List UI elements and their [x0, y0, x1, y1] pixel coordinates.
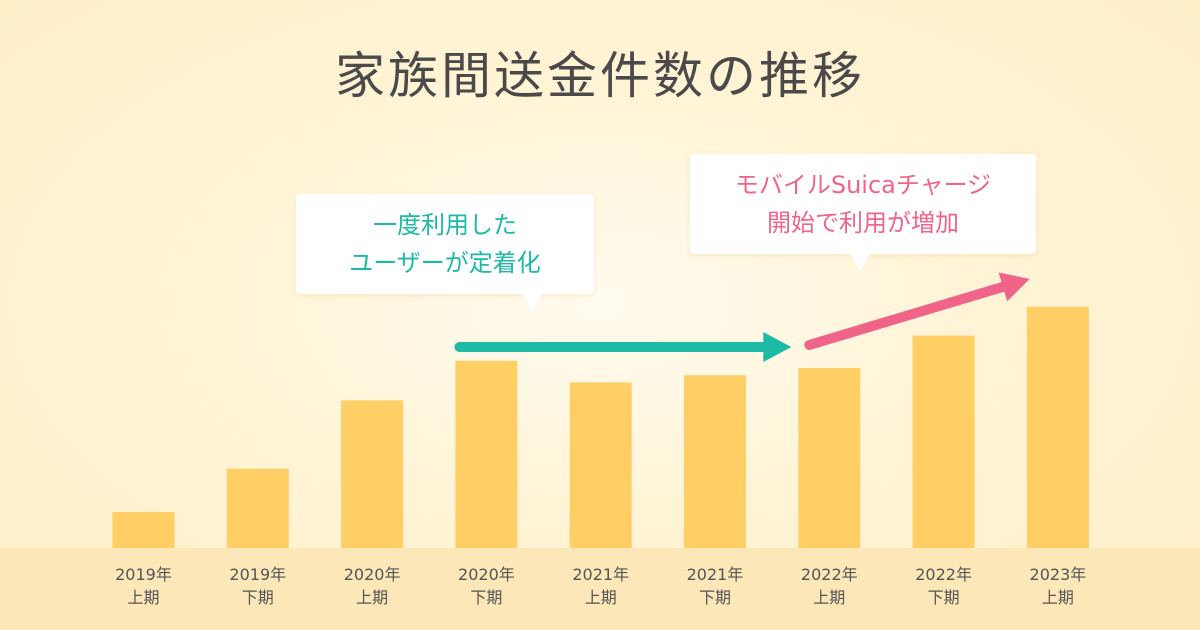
x-tick-label-4-0: 2021年 [572, 565, 629, 584]
x-tick-label-7-0: 2022年 [915, 565, 972, 584]
growth-arrow-shaft [804, 281, 1010, 350]
retention-arrow-head [763, 332, 792, 362]
bar-7 [912, 335, 975, 548]
x-tick-label-1-0: 2019年 [229, 565, 286, 584]
bar-5 [684, 375, 746, 548]
bar-0 [112, 512, 175, 548]
annotation-retention-line-2: ユーザーが定着化 [349, 249, 541, 277]
annotation-suica-line-2: 開始で利用が増加 [767, 209, 959, 237]
annotation-suica-charge: モバイルSuicaチャージ 開始で利用が増加 [690, 154, 1036, 272]
x-tick-label-2-1: 上期 [356, 588, 388, 607]
growth-arrow-head [998, 272, 1030, 302]
x-tick-label-0-0: 2019年 [115, 565, 172, 584]
x-tick-label-2-0: 2020年 [344, 565, 401, 584]
annotation-suica-line-1: モバイルSuicaチャージ [734, 171, 992, 199]
x-tick-label-0-1: 上期 [127, 588, 159, 607]
x-tick-label-3-0: 2020年 [458, 565, 515, 584]
chart-floor-band [0, 548, 1200, 630]
bar-6 [798, 368, 861, 548]
x-tick-label-8-0: 2023年 [1030, 565, 1087, 584]
x-tick-label-6-1: 上期 [813, 588, 845, 607]
bar-3 [455, 360, 518, 548]
bar-1 [226, 468, 289, 548]
x-tick-label-1-1: 下期 [242, 588, 274, 607]
x-tick-label-4-1: 上期 [585, 588, 617, 607]
x-tick-label-6-0: 2022年 [801, 565, 858, 584]
bar-2 [341, 400, 404, 548]
chart-title: 家族間送金件数の推移 [335, 47, 865, 105]
x-tick-label-3-1: 下期 [470, 588, 502, 607]
x-tick-label-5-0: 2021年 [687, 565, 744, 584]
x-tick-label-5-1: 下期 [699, 588, 731, 607]
x-tick-label-7-1: 下期 [928, 588, 960, 607]
annotation-retention-line-1: 一度利用した [373, 211, 517, 239]
bar-8 [1026, 306, 1089, 548]
x-tick-label-8-1: 上期 [1042, 588, 1074, 607]
bar-4 [569, 382, 632, 548]
annotation-retention: 一度利用した ユーザーが定着化 [296, 194, 594, 312]
